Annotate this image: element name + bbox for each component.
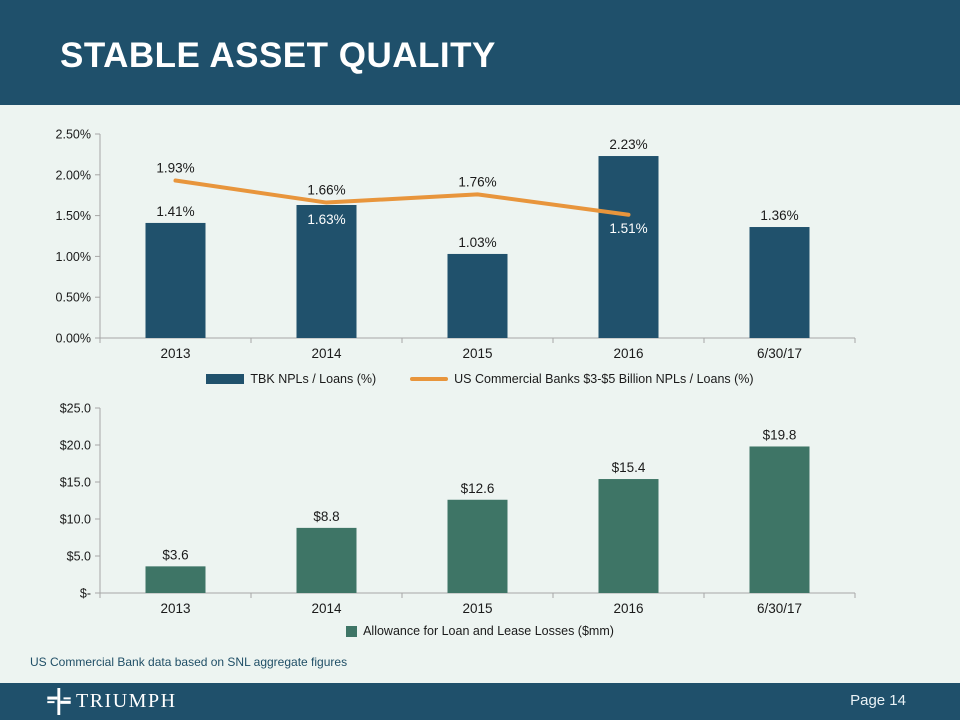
y-tick-label: $25.0 [60,402,91,416]
y-tick-label: $- [80,587,91,601]
footnote: US Commercial Bank data based on SNL agg… [30,655,348,669]
legend-item: US Commercial Banks $3-$5 Billion NPLs /… [410,372,754,386]
allowance-chart-plot: $25.0 $20.0 $15.0 $10.0 $5.0 $- 2013 2014 2015 20… [60,402,856,616]
slide-header: STABLE ASSET QUALITY [0,0,960,105]
bar [145,566,206,593]
y-tick-label: 0.50% [56,291,91,305]
bar [749,446,810,593]
npl-chart-plot: 2.50% 2.00% 1.50% 1.00% 0.50% 0.00% 2013 2014 20… [56,128,856,361]
y-tick-label: $15.0 [60,476,91,490]
category-label: 2014 [311,601,342,616]
y-tick-label: $20.0 [60,439,91,453]
value-label: $19.8 [763,427,797,442]
slide-title: STABLE ASSET QUALITY [60,36,496,75]
y-tick-label: 1.00% [56,250,91,264]
value-label: 1.51% [609,221,647,236]
footer-bar: TRIUMPH Page 14 [0,683,960,720]
category-label: 2016 [613,346,643,361]
value-label: $15.4 [612,460,646,475]
category-label: 2015 [462,601,492,616]
bar [598,156,659,338]
value-label: 1.36% [760,208,798,223]
legend-label: TBK NPLs / Loans (%) [250,372,377,386]
value-label: 1.66% [307,183,345,198]
triumph-logo: TRIUMPH [47,683,177,720]
category-label: 2014 [311,346,342,361]
bar [145,222,206,338]
value-label: 1.03% [458,235,496,250]
bar [447,499,508,593]
value-label: $12.6 [461,481,495,496]
legend-swatch-icon [346,625,358,637]
legend-label: Allowance for Loan and Lease Losses ($mm… [363,624,614,638]
value-label: 1.76% [458,174,496,189]
npl-chart: 2.50% 2.00% 1.50% 1.00% 0.50% 0.00% 2013 2014 20… [30,110,930,398]
value-label: 2.23% [609,137,647,152]
y-tick-label: 2.00% [56,168,91,182]
y-tick-label: 2.50% [56,128,91,142]
line-series [173,178,631,217]
category-label: 2016 [613,601,643,616]
category-label: 6/30/17 [757,346,802,361]
value-label: 1.93% [156,161,194,176]
bar [598,479,659,593]
legend-item: TBK NPLs / Loans (%) [206,372,376,386]
y-tick-label: 0.00% [56,332,91,346]
y-tick-label: 1.50% [56,209,91,223]
bar [749,227,810,338]
value-label: $3.6 [162,547,188,562]
category-label: 2013 [160,346,190,361]
brand-name: TRIUMPH [76,690,177,712]
npl-chart-legend: TBK NPLs / Loans (%) US Commercial Banks … [30,372,930,386]
allowance-chart: $25.0 $20.0 $15.0 $10.0 $5.0 $- 2013 2014 2015 20… [30,398,930,650]
value-label: 1.41% [156,204,194,219]
bar [296,204,357,338]
allowance-chart-legend: Allowance for Loan and Lease Losses ($mm… [30,624,930,638]
legend-label: US Commercial Banks $3-$5 Billion NPLs /… [454,372,754,386]
y-tick-label: $10.0 [60,513,91,527]
bar [296,527,357,593]
triumph-cross-icon [47,688,71,715]
category-label: 6/30/17 [757,601,802,616]
legend-swatch-icon [206,374,245,384]
y-tick-label: $5.0 [67,550,91,564]
value-label: $8.8 [313,509,339,524]
category-label: 2013 [160,601,190,616]
page-number: Page 14 [850,692,906,709]
category-label: 2015 [462,346,492,361]
legend-item: Allowance for Loan and Lease Losses ($mm… [346,624,614,638]
legend-line-icon [410,377,449,381]
bar [447,253,508,338]
value-label: 1.63% [307,212,345,227]
